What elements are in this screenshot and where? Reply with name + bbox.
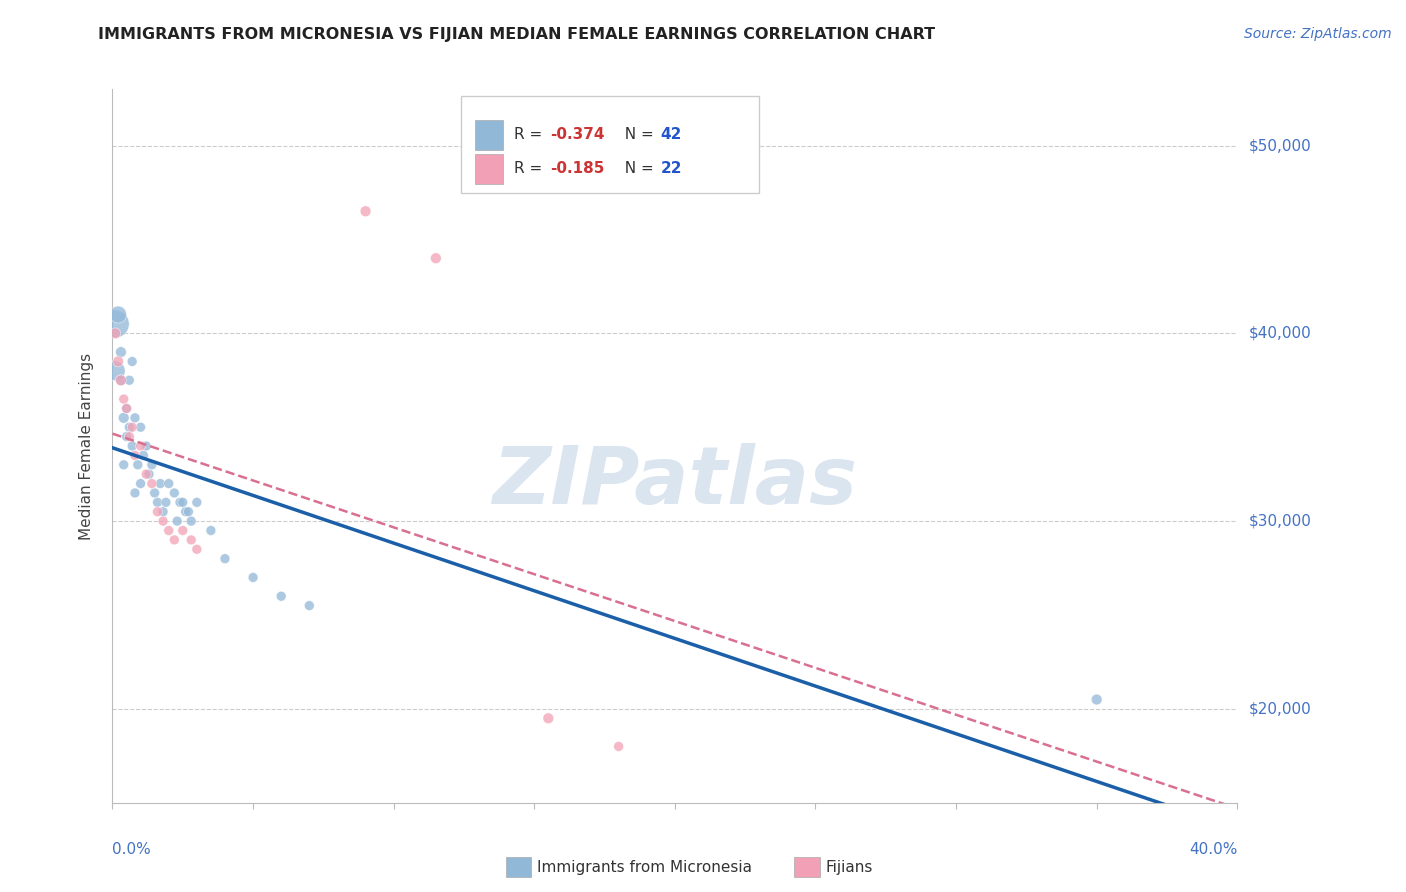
- Point: [607, 739, 630, 754]
- Text: 22: 22: [661, 161, 682, 176]
- Point: [129, 476, 152, 491]
- Text: 0.0%: 0.0%: [112, 842, 152, 856]
- Text: N =: N =: [616, 128, 659, 143]
- Text: -0.374: -0.374: [550, 128, 605, 143]
- Point: [107, 308, 129, 322]
- Point: [121, 354, 143, 368]
- Point: [112, 458, 135, 472]
- Point: [174, 505, 197, 519]
- Text: N =: N =: [616, 161, 659, 176]
- Point: [132, 449, 155, 463]
- Point: [149, 476, 172, 491]
- Point: [115, 401, 138, 416]
- Point: [180, 514, 202, 528]
- FancyBboxPatch shape: [475, 120, 503, 150]
- Text: 40.0%: 40.0%: [1189, 842, 1237, 856]
- Point: [152, 514, 174, 528]
- Text: Immigrants from Micronesia: Immigrants from Micronesia: [537, 860, 752, 874]
- Point: [298, 599, 321, 613]
- Text: ZIPatlas: ZIPatlas: [492, 442, 858, 521]
- Point: [121, 420, 143, 434]
- Point: [118, 420, 141, 434]
- Point: [1085, 692, 1108, 706]
- Point: [110, 373, 132, 387]
- Point: [169, 495, 191, 509]
- Point: [115, 401, 138, 416]
- Point: [107, 354, 129, 368]
- FancyBboxPatch shape: [475, 153, 503, 184]
- FancyBboxPatch shape: [461, 96, 759, 193]
- Point: [129, 420, 152, 434]
- Text: -0.185: -0.185: [550, 161, 605, 176]
- Point: [242, 570, 264, 584]
- Point: [141, 476, 163, 491]
- Point: [112, 392, 135, 406]
- Text: $30,000: $30,000: [1249, 514, 1312, 529]
- Point: [172, 524, 194, 538]
- Text: 42: 42: [661, 128, 682, 143]
- Point: [124, 410, 146, 425]
- Point: [143, 486, 166, 500]
- Text: $20,000: $20,000: [1249, 701, 1312, 716]
- Point: [104, 317, 127, 331]
- Point: [138, 467, 160, 482]
- Point: [180, 533, 202, 547]
- Text: Source: ZipAtlas.com: Source: ZipAtlas.com: [1244, 27, 1392, 41]
- Point: [104, 326, 127, 341]
- Point: [110, 345, 132, 359]
- Point: [157, 476, 180, 491]
- Point: [121, 439, 143, 453]
- Point: [146, 495, 169, 509]
- Point: [129, 439, 152, 453]
- Point: [124, 486, 146, 500]
- Point: [172, 495, 194, 509]
- Point: [127, 458, 149, 472]
- Point: [425, 251, 447, 265]
- Point: [163, 533, 186, 547]
- Text: IMMIGRANTS FROM MICRONESIA VS FIJIAN MEDIAN FEMALE EARNINGS CORRELATION CHART: IMMIGRANTS FROM MICRONESIA VS FIJIAN MED…: [98, 27, 935, 42]
- Point: [110, 373, 132, 387]
- Point: [186, 542, 208, 557]
- Point: [537, 711, 560, 725]
- Point: [214, 551, 236, 566]
- Point: [112, 410, 135, 425]
- Point: [104, 364, 127, 378]
- Text: R =: R =: [515, 161, 547, 176]
- Point: [152, 505, 174, 519]
- Point: [157, 524, 180, 538]
- Point: [200, 524, 222, 538]
- Point: [270, 589, 292, 603]
- Point: [354, 204, 377, 219]
- Text: Fijians: Fijians: [825, 860, 873, 874]
- Point: [141, 458, 163, 472]
- Point: [163, 486, 186, 500]
- Point: [115, 429, 138, 443]
- Point: [135, 439, 157, 453]
- Point: [124, 449, 146, 463]
- Y-axis label: Median Female Earnings: Median Female Earnings: [79, 352, 94, 540]
- Text: R =: R =: [515, 128, 547, 143]
- Point: [166, 514, 188, 528]
- Point: [177, 505, 200, 519]
- Point: [135, 467, 157, 482]
- Text: $40,000: $40,000: [1249, 326, 1312, 341]
- Point: [146, 505, 169, 519]
- Text: $50,000: $50,000: [1249, 138, 1312, 153]
- Point: [118, 373, 141, 387]
- Point: [118, 429, 141, 443]
- Point: [186, 495, 208, 509]
- Point: [155, 495, 177, 509]
